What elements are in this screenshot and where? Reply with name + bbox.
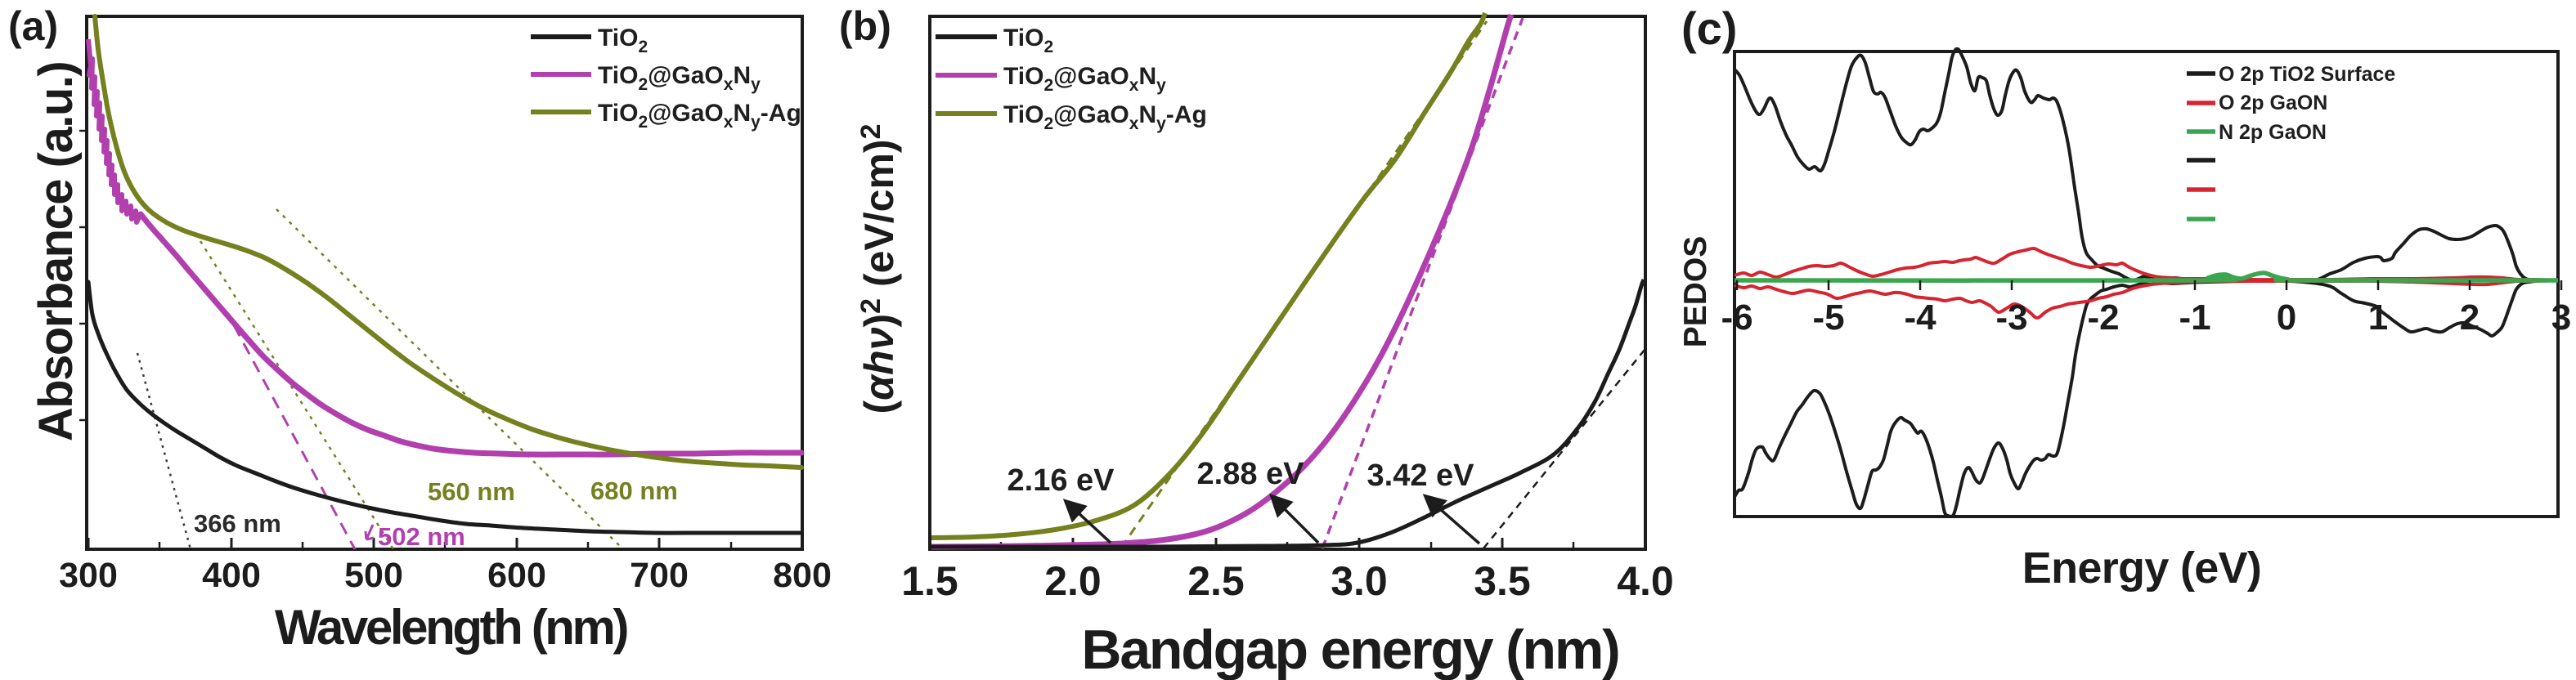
svg-text:-3: -3 <box>1995 298 2027 338</box>
svg-text:(c): (c) <box>1681 2 1737 54</box>
svg-text:2.16 eV: 2.16 eV <box>1008 463 1115 498</box>
svg-text:3.0: 3.0 <box>1331 558 1388 604</box>
svg-text:500: 500 <box>344 556 403 595</box>
svg-text:600: 600 <box>487 556 546 595</box>
svg-text:PEDOS: PEDOS <box>1678 236 1713 348</box>
svg-text:3.42 eV: 3.42 eV <box>1367 459 1475 493</box>
svg-text:TiO2@GaOxNy: TiO2@GaOxNy <box>598 62 761 94</box>
svg-text:O 2p GaON: O 2p GaON <box>2219 92 2327 114</box>
svg-text:300: 300 <box>59 556 118 595</box>
svg-text:560 nm: 560 nm <box>428 477 515 506</box>
svg-text:3.5: 3.5 <box>1474 558 1531 604</box>
svg-text:(αhν)2 (eV/cm)2: (αhν)2 (eV/cm)2 <box>855 123 902 414</box>
svg-text:502 nm: 502 nm <box>378 522 465 551</box>
svg-text:2.5: 2.5 <box>1187 558 1245 604</box>
svg-text:Wavelength (nm): Wavelength (nm) <box>275 600 627 655</box>
svg-text:-6: -6 <box>1721 298 1752 338</box>
svg-text:366 nm: 366 nm <box>194 509 281 538</box>
svg-text:Bandgap energy (nm): Bandgap energy (nm) <box>1081 619 1618 680</box>
svg-text:N 2p GaON: N 2p GaON <box>2219 121 2327 144</box>
svg-text:(b): (b) <box>839 3 891 49</box>
svg-text:2: 2 <box>2460 298 2480 338</box>
svg-text:-5: -5 <box>1812 298 1844 338</box>
svg-text:1: 1 <box>2368 298 2388 338</box>
svg-text:(a): (a) <box>8 3 58 49</box>
svg-text:800: 800 <box>773 556 832 595</box>
svg-text:4.0: 4.0 <box>1617 558 1674 604</box>
svg-text:O 2p TiO2 Surface: O 2p TiO2 Surface <box>2219 63 2395 86</box>
svg-text:2.88 eV: 2.88 eV <box>1197 457 1305 491</box>
svg-text:2.0: 2.0 <box>1044 558 1102 604</box>
svg-text:-2: -2 <box>2087 298 2119 338</box>
svg-text:0: 0 <box>2277 298 2296 338</box>
svg-text:TiO2@GaOxNy-Ag: TiO2@GaOxNy-Ag <box>1003 101 1207 133</box>
svg-text:400: 400 <box>202 556 261 595</box>
svg-text:TiO2@GaOxNy-Ag: TiO2@GaOxNy-Ag <box>598 100 801 132</box>
svg-text:-1: -1 <box>2179 298 2210 338</box>
svg-text:-4: -4 <box>1904 298 1936 338</box>
svg-text:Absorbance (a.u.): Absorbance (a.u.) <box>29 62 83 441</box>
svg-text:680 nm: 680 nm <box>590 476 678 505</box>
svg-text:1.5: 1.5 <box>901 558 958 604</box>
svg-text:700: 700 <box>630 556 689 595</box>
svg-text:3: 3 <box>2551 298 2571 338</box>
svg-text:Energy (eV): Energy (eV) <box>2022 544 2261 593</box>
svg-text:TiO2@GaOxNy: TiO2@GaOxNy <box>1003 63 1166 95</box>
